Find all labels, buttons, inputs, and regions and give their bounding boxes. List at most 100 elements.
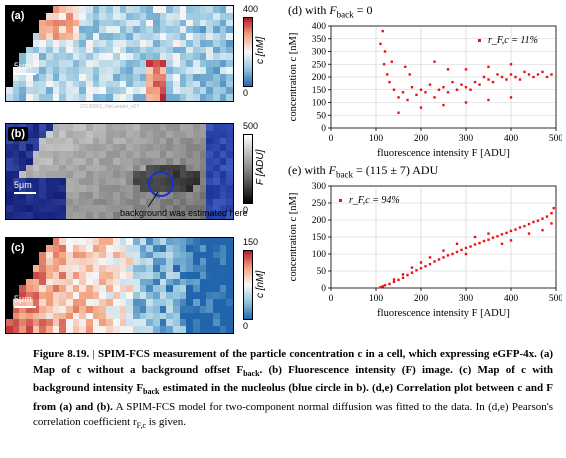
heat-pixel	[79, 19, 87, 27]
heat-pixel	[226, 319, 233, 327]
heat-pixel	[206, 73, 213, 81]
heat-pixel	[146, 278, 153, 286]
heat-pixel	[32, 326, 40, 333]
heat-pixel	[32, 178, 40, 186]
heat-pixel	[119, 319, 127, 327]
heat-pixel	[219, 305, 227, 313]
heat-pixel	[52, 271, 60, 279]
heat-pixel	[59, 157, 67, 165]
data-point	[428, 256, 432, 259]
data-point	[518, 226, 522, 229]
heat-pixel	[206, 299, 213, 306]
heat-pixel	[106, 212, 113, 219]
heat-pixel	[39, 212, 47, 219]
data-point	[505, 78, 508, 81]
heat-pixel	[179, 285, 187, 293]
heat-pixel	[126, 244, 133, 252]
heat-pixel	[126, 299, 133, 306]
heat-pixel	[212, 19, 220, 27]
heat-pixel	[126, 6, 133, 13]
heat-pixel	[106, 258, 113, 266]
heat-pixel	[139, 80, 147, 88]
heat-pixel	[126, 33, 133, 40]
heat-pixel	[99, 238, 107, 245]
heat-pixel	[206, 271, 213, 279]
heat-pixel	[139, 144, 147, 152]
data-point	[401, 273, 405, 276]
panel-label-a: (a)	[8, 9, 28, 23]
heat-pixel	[172, 137, 180, 145]
heat-pixel	[79, 198, 87, 206]
heat-pixel	[92, 80, 100, 88]
heat-pixel	[46, 137, 53, 145]
heat-pixel	[179, 6, 187, 13]
heat-pixel	[26, 33, 33, 40]
heat-pixel	[26, 258, 33, 266]
heat-pixel	[119, 73, 127, 81]
heat-pixel	[66, 205, 73, 213]
heat-pixel	[166, 39, 173, 47]
heat-pixel	[146, 87, 153, 95]
heat-pixel	[26, 87, 33, 95]
heat-pixel	[39, 191, 47, 199]
heat-pixel	[199, 285, 207, 293]
heat-pixel	[186, 6, 193, 13]
heat-pixel	[159, 53, 167, 61]
data-point	[383, 50, 387, 53]
heat-pixel	[52, 73, 60, 81]
heat-pixel	[192, 312, 200, 320]
heat-pixel	[179, 244, 187, 252]
heat-pixel	[79, 67, 87, 74]
heat-pixel	[152, 212, 160, 219]
heat-pixel	[166, 212, 173, 219]
heat-pixel	[6, 53, 13, 61]
heat-pixel	[199, 178, 207, 186]
heat-pixel	[79, 244, 87, 252]
heat-pixel	[186, 312, 193, 320]
heat-pixel	[166, 312, 173, 320]
heat-pixel	[166, 46, 173, 54]
heat-pixel	[72, 87, 80, 95]
heat-pixel	[179, 319, 187, 327]
heat-pixel	[126, 305, 133, 313]
heat-pixel	[192, 73, 200, 81]
data-point	[392, 280, 396, 284]
heat-pixel	[199, 60, 207, 68]
heat-pixel	[32, 164, 40, 172]
heat-pixel	[106, 12, 113, 20]
heat-pixel	[52, 212, 60, 219]
heat-pixel	[212, 46, 220, 54]
heat-pixel	[26, 94, 33, 101]
heat-pixel	[106, 191, 113, 199]
heat-pixel	[46, 265, 53, 272]
heat-pixel	[52, 144, 60, 152]
heat-pixel	[199, 46, 207, 54]
scalebar-label-c: 5μm	[14, 294, 32, 304]
heat-pixel	[186, 171, 193, 179]
colorbar-max-a: 400	[243, 4, 259, 14]
scalebar-b	[14, 192, 36, 194]
heat-pixel	[179, 73, 187, 81]
heat-pixel	[179, 265, 187, 272]
data-point	[541, 229, 544, 232]
colorbar-min-c: 0	[243, 321, 249, 331]
data-point	[410, 266, 414, 269]
heat-pixel	[32, 33, 40, 40]
heat-pixel	[92, 244, 100, 252]
heat-pixel	[226, 326, 233, 333]
x-tick-label: 100	[369, 294, 384, 304]
heat-pixel	[146, 80, 153, 88]
heat-pixel	[132, 124, 140, 131]
heat-pixel	[79, 151, 87, 158]
heat-pixel	[126, 271, 133, 279]
heat-pixel	[112, 271, 120, 279]
heat-pixel	[166, 238, 173, 245]
heat-pixel	[219, 130, 227, 138]
heat-pixel	[32, 312, 40, 320]
heat-pixel	[172, 271, 180, 279]
heat-pixel	[86, 53, 93, 61]
heat-pixel	[206, 137, 213, 145]
heat-pixel	[86, 178, 93, 186]
heat-pixel	[219, 212, 227, 219]
heat-pixel	[139, 244, 147, 252]
